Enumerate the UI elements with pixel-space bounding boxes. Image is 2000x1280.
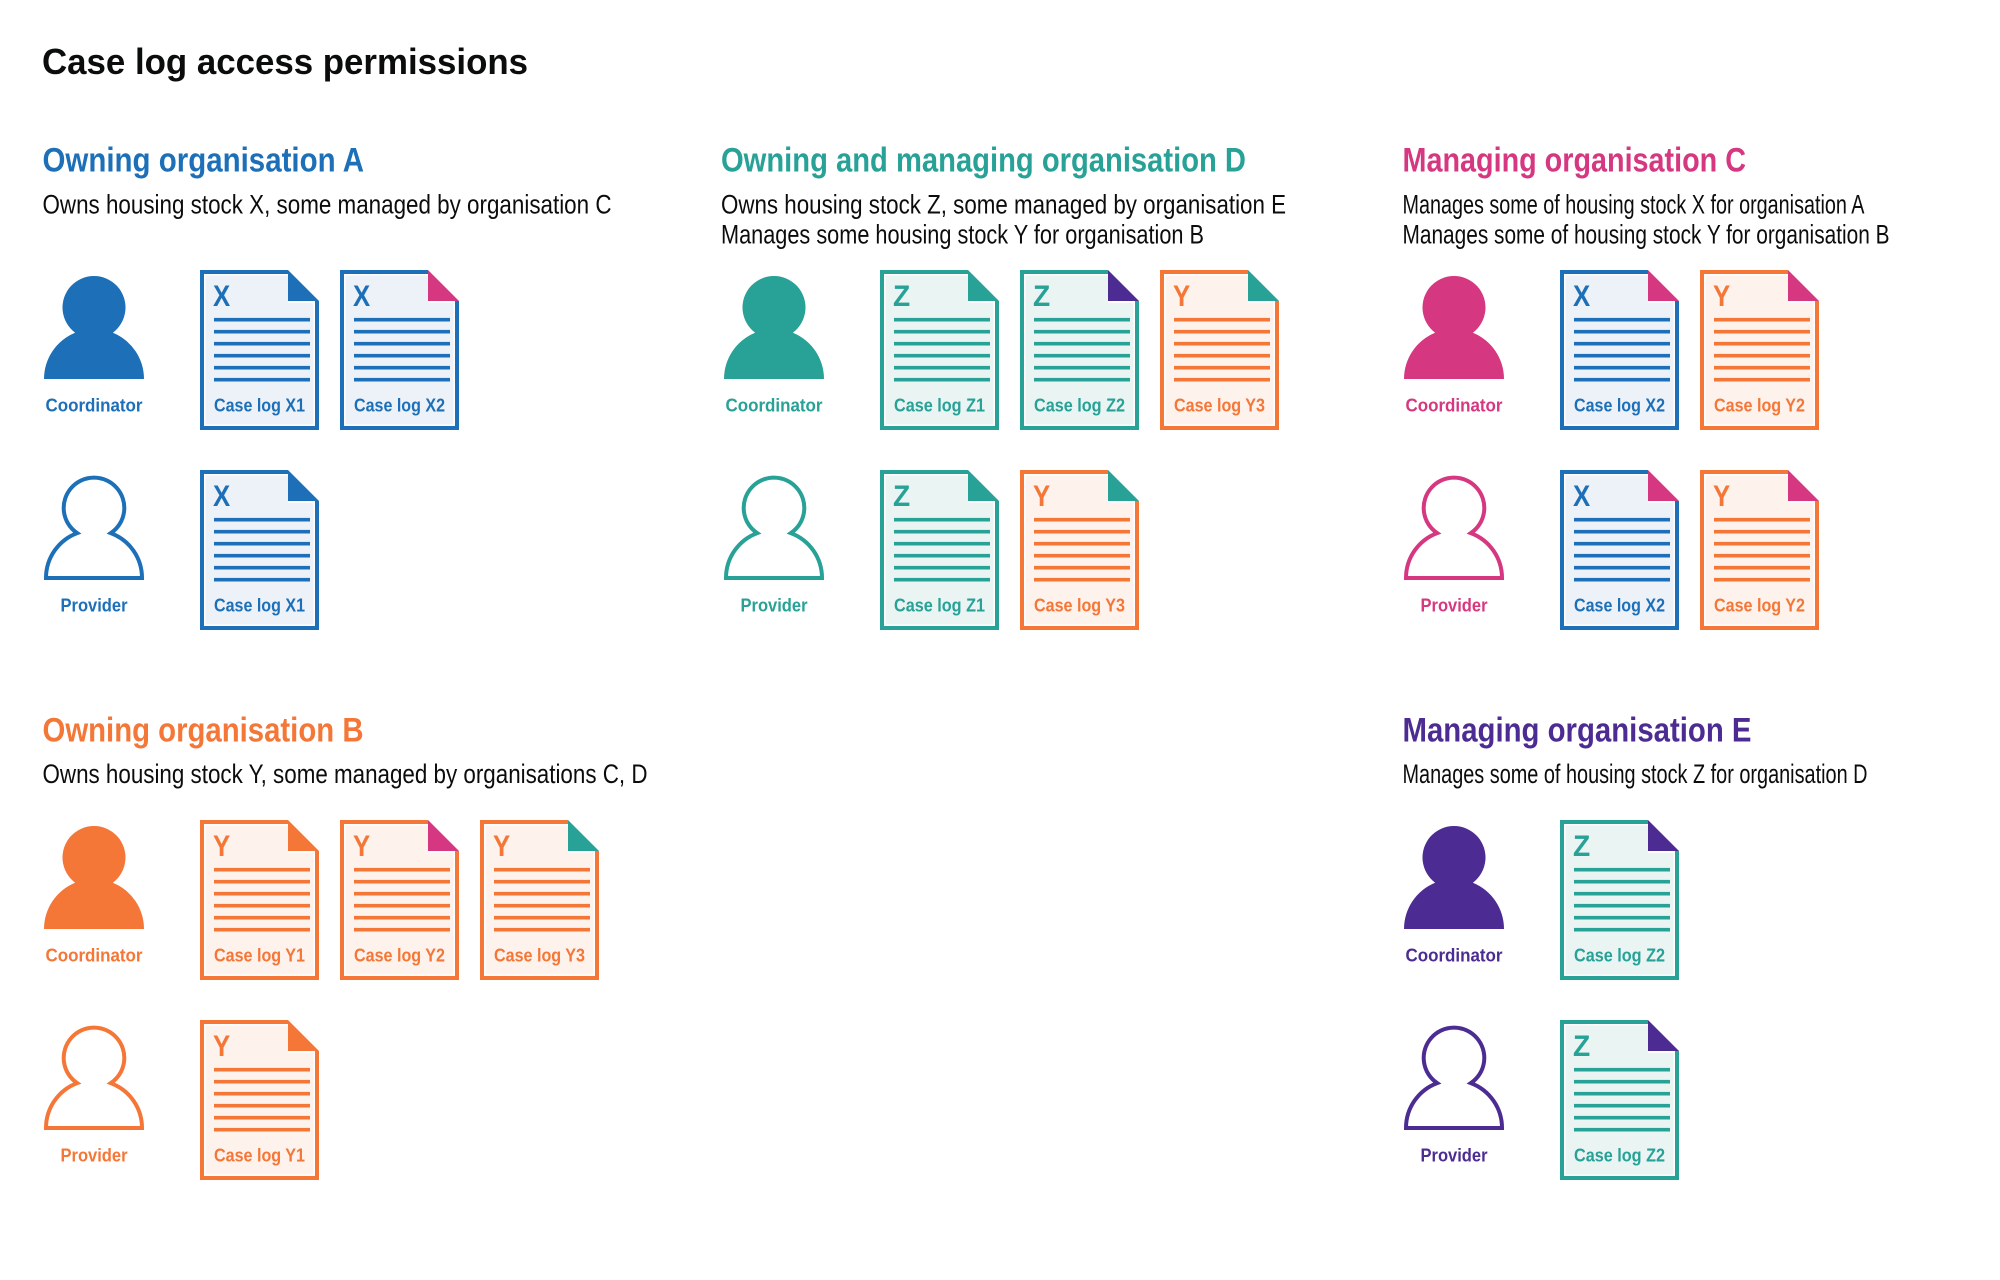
svg-text:Managing organisation C: Managing organisation C [1403, 142, 1747, 180]
svg-text:Owns housing stock Z, some man: Owns housing stock Z, some managed by or… [721, 189, 1286, 219]
svg-text:Y: Y [493, 830, 510, 863]
svg-text:Managing organisation E: Managing organisation E [1403, 711, 1752, 749]
svg-text:Case log Z2: Case log Z2 [1034, 395, 1125, 416]
svg-text:Provider: Provider [1421, 595, 1488, 616]
svg-text:Z: Z [1033, 280, 1050, 313]
svg-text:Y: Y [353, 830, 370, 863]
svg-text:Y: Y [1173, 280, 1190, 313]
svg-text:Case log Y3: Case log Y3 [494, 945, 585, 966]
svg-text:Case log access permissions: Case log access permissions [42, 41, 528, 82]
svg-text:Provider: Provider [1421, 1145, 1488, 1166]
svg-text:Manages some of housing stock: Manages some of housing stock X for orga… [1403, 189, 1865, 219]
svg-text:Case log X2: Case log X2 [1574, 595, 1665, 616]
svg-text:X: X [213, 480, 230, 513]
svg-text:Y: Y [213, 830, 230, 863]
svg-text:Coordinator: Coordinator [1406, 945, 1503, 966]
svg-text:Case log X1: Case log X1 [214, 595, 305, 616]
svg-text:Case log Y1: Case log Y1 [214, 945, 305, 966]
svg-text:Case log Z2: Case log Z2 [1574, 1145, 1665, 1166]
svg-text:Case log X1: Case log X1 [214, 395, 305, 416]
svg-text:Owning organisation B: Owning organisation B [43, 711, 364, 749]
svg-text:Owning organisation A: Owning organisation A [43, 142, 365, 180]
svg-text:Provider: Provider [61, 595, 128, 616]
svg-text:Case log X2: Case log X2 [354, 395, 445, 416]
svg-text:Z: Z [1573, 830, 1590, 863]
svg-text:Coordinator: Coordinator [1406, 395, 1503, 416]
svg-text:Y: Y [1033, 480, 1050, 513]
svg-text:Owns housing stock X, some man: Owns housing stock X, some managed by or… [43, 189, 612, 219]
svg-text:Case log Z1: Case log Z1 [894, 595, 985, 616]
svg-text:Coordinator: Coordinator [46, 945, 143, 966]
svg-text:Case log Y3: Case log Y3 [1174, 395, 1265, 416]
svg-text:Provider: Provider [741, 595, 808, 616]
svg-text:Manages some housing stock Y f: Manages some housing stock Y for organis… [721, 219, 1204, 249]
svg-text:X: X [353, 280, 370, 313]
svg-text:Case log Y1: Case log Y1 [214, 1145, 305, 1166]
svg-text:X: X [213, 280, 230, 313]
svg-text:Z: Z [893, 280, 910, 313]
svg-text:Case log Y3: Case log Y3 [1034, 595, 1125, 616]
svg-text:Coordinator: Coordinator [726, 395, 823, 416]
svg-text:X: X [1573, 280, 1590, 313]
svg-text:Y: Y [213, 1030, 230, 1063]
svg-text:Case log Y2: Case log Y2 [354, 945, 445, 966]
svg-text:Manages some of housing stock: Manages some of housing stock Z for orga… [1403, 759, 1868, 789]
svg-text:Case log X2: Case log X2 [1574, 395, 1665, 416]
svg-text:Y: Y [1713, 480, 1730, 513]
svg-text:Case log Y2: Case log Y2 [1714, 595, 1805, 616]
svg-text:Manages some of housing stock: Manages some of housing stock Y for orga… [1403, 219, 1890, 249]
svg-text:Y: Y [1713, 280, 1730, 313]
svg-text:Case log Y2: Case log Y2 [1714, 395, 1805, 416]
svg-text:Owns housing stock Y, some man: Owns housing stock Y, some managed by or… [43, 759, 648, 789]
svg-text:Provider: Provider [61, 1145, 128, 1166]
svg-text:Z: Z [1573, 1030, 1590, 1063]
svg-text:Z: Z [893, 480, 910, 513]
svg-text:Coordinator: Coordinator [46, 395, 143, 416]
svg-text:Owning and managing organisati: Owning and managing organisation D [721, 142, 1246, 180]
svg-text:Case log Z1: Case log Z1 [894, 395, 985, 416]
svg-text:Case log Z2: Case log Z2 [1574, 945, 1665, 966]
svg-text:X: X [1573, 480, 1590, 513]
